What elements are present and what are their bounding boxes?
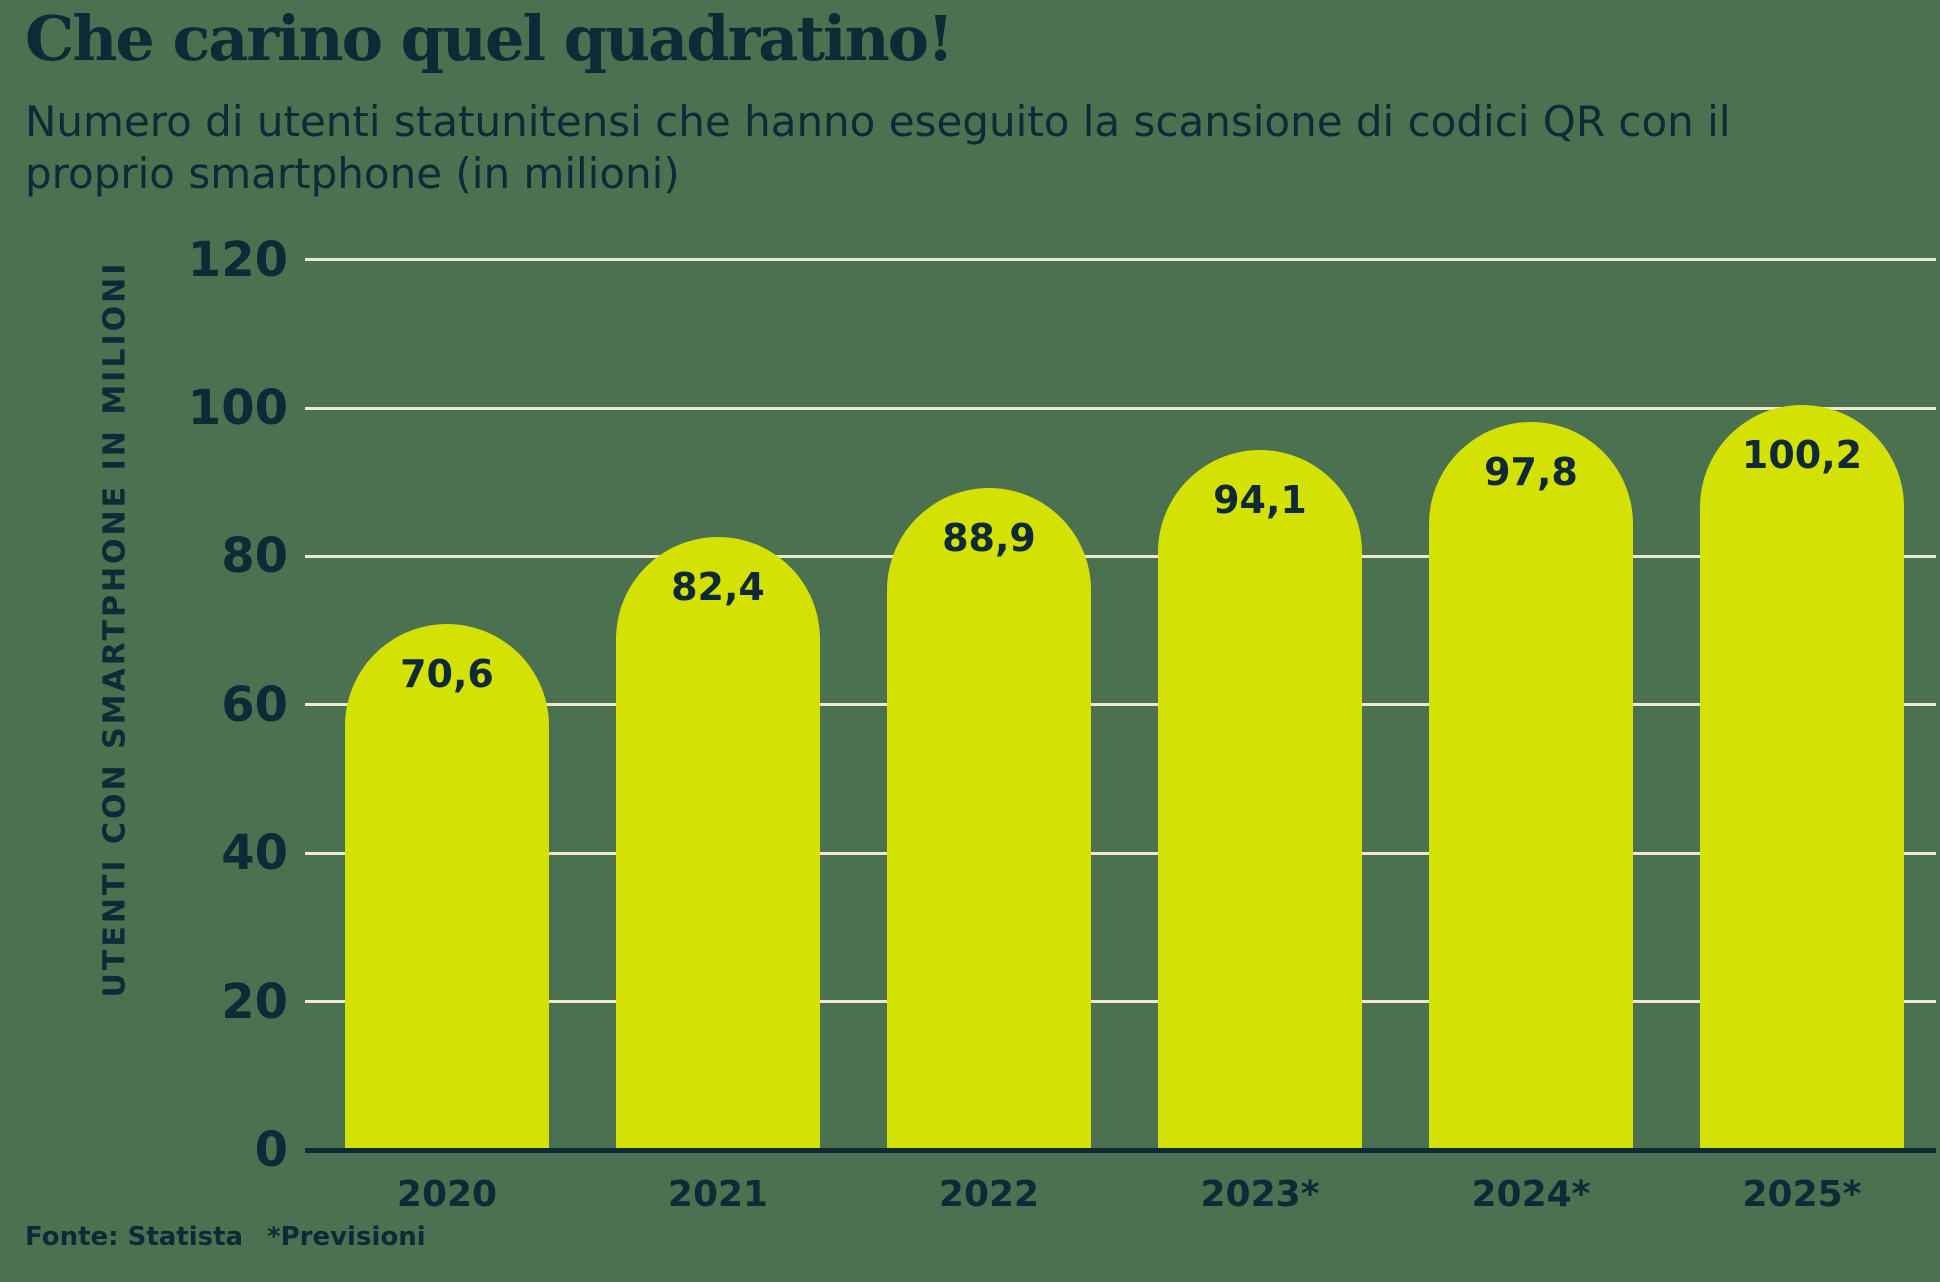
y-tick-label-60: 60 (221, 676, 288, 733)
x-tick-label-2025*: 2025* (1742, 1174, 1862, 1215)
bar-value-label-2023*: 94,1 (1213, 477, 1307, 522)
bar-value-label-2021: 82,4 (671, 564, 765, 609)
chart-footer: Fonte: Statista *Previsioni (0, 1222, 1940, 1262)
chart-title: Che carino quel quadratino! (25, 2, 954, 75)
y-tick-label-0: 0 (254, 1122, 288, 1178)
bar-2022: 88,9 (887, 488, 1091, 1148)
gridline-80 (305, 554, 1936, 558)
x-tick-label-2020: 2020 (396, 1174, 498, 1215)
x-tick-label-2023*: 2023* (1200, 1174, 1320, 1215)
x-tick-label-2024*: 2024* (1471, 1174, 1591, 1215)
gridline-120 (305, 258, 1936, 262)
bar-2020: 70,6 (345, 624, 549, 1148)
x-tick-label-2021: 2021 (667, 1174, 769, 1215)
bar-value-label-2022: 88,9 (942, 516, 1036, 561)
bar-value-label-2025*: 100,2 (1741, 432, 1863, 477)
gridline-60 (305, 703, 1936, 707)
bar-2024*: 97,8 (1429, 422, 1633, 1148)
gridline-40 (305, 851, 1936, 855)
chart-subtitle-line-1: Numero di utenti statunitensi che hanno … (25, 97, 1731, 146)
y-tick-label-100: 100 (187, 380, 288, 436)
x-axis-line (305, 1148, 1936, 1153)
chart-subtitle-line-2: proprio smartphone (in milioni) (25, 149, 680, 198)
gridline-100 (305, 406, 1936, 410)
bar-value-label-2024*: 97,8 (1484, 450, 1578, 495)
source-note: Fonte: Statista (25, 1222, 244, 1252)
y-tick-label-80: 80 (221, 528, 288, 585)
x-tick-label-2022: 2022 (938, 1174, 1040, 1215)
bar-value-label-2020: 70,6 (400, 652, 494, 697)
y-tick-label-120: 120 (187, 231, 288, 288)
y-tick-label-20: 20 (221, 973, 288, 1030)
bar-2023*: 94,1 (1158, 449, 1362, 1148)
gridline-20 (305, 1000, 1936, 1004)
chart-subtitle: Numero di utenti statunitensi che hanno … (25, 96, 1731, 200)
bar-2025*: 100,2 (1700, 404, 1904, 1148)
y-tick-label-40: 40 (221, 825, 288, 882)
forecast-note: *Previsioni (267, 1222, 426, 1252)
bar-2021: 82,4 (616, 536, 820, 1148)
